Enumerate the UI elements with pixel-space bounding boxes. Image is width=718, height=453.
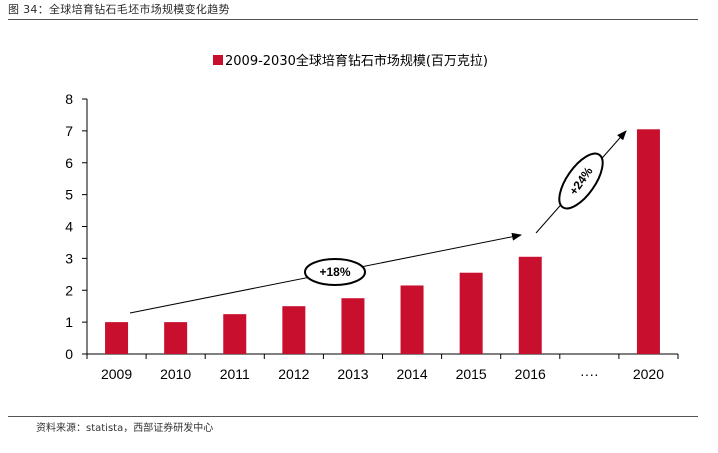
x-tick-label: ····	[580, 366, 599, 382]
y-tick-label: 4	[65, 219, 73, 235]
x-tick-label: 2013	[337, 366, 368, 382]
bar-2009	[105, 322, 129, 354]
top-rule	[8, 19, 698, 20]
growth-annotation-1: +18%	[129, 232, 522, 314]
y-tick-labels: 0 1 2 3 4 5 6 7 8	[65, 91, 73, 362]
bar-2013	[341, 298, 365, 354]
x-tick-label: 2010	[160, 366, 191, 382]
x-axis	[86, 353, 679, 359]
y-tick-label: 3	[65, 250, 73, 266]
y-tick-label: 0	[65, 346, 73, 362]
x-tick-label: 2020	[633, 366, 664, 382]
bar-2015	[459, 272, 483, 354]
bar-2014	[400, 285, 424, 354]
x-tick-label: 2014	[396, 366, 427, 382]
y-tick-label: 5	[65, 187, 73, 203]
y-axis	[82, 98, 88, 355]
growth-ellipse-1	[304, 258, 366, 286]
figure-title: 图 34：全球培育钻石毛坯市场规模变化趋势	[8, 3, 230, 16]
growth-annotation-2: +24%	[535, 130, 627, 234]
legend-swatch	[213, 55, 223, 65]
y-tick-label: 8	[65, 91, 73, 107]
bar-2020	[636, 129, 660, 354]
y-tick-label: 2	[65, 282, 73, 298]
y-tick-label: 1	[65, 314, 73, 330]
bar-2012	[282, 306, 306, 354]
y-tick-label: 7	[65, 123, 73, 139]
y-tick-label: 6	[65, 155, 73, 171]
growth-label-1: +18%	[319, 265, 350, 279]
x-tick-label: 2016	[515, 366, 546, 382]
bar-2010	[164, 322, 188, 354]
growth-ellipse-2	[558, 152, 604, 210]
bar-2016	[518, 256, 542, 354]
x-tick-labels: 2009 2010 2011 2012 2013 2014 2015 2016 ···· 2020	[101, 366, 664, 382]
bar-2011	[223, 314, 247, 354]
x-tick-label: 2011	[220, 366, 250, 382]
source-note: 资料来源：statista，西部证券研发中心	[36, 423, 214, 434]
x-tick-label: 2012	[278, 366, 309, 382]
legend-label: 2009-2030全球培育钻石市场规模(百万克拉)	[225, 53, 488, 69]
x-tick-label: 2009	[101, 366, 132, 382]
bottom-rule	[8, 416, 698, 417]
chart-legend: 2009-2030全球培育钻石市场规模(百万克拉)	[213, 53, 488, 69]
bar-series	[105, 129, 660, 354]
x-tick-label: 2015	[456, 366, 487, 382]
